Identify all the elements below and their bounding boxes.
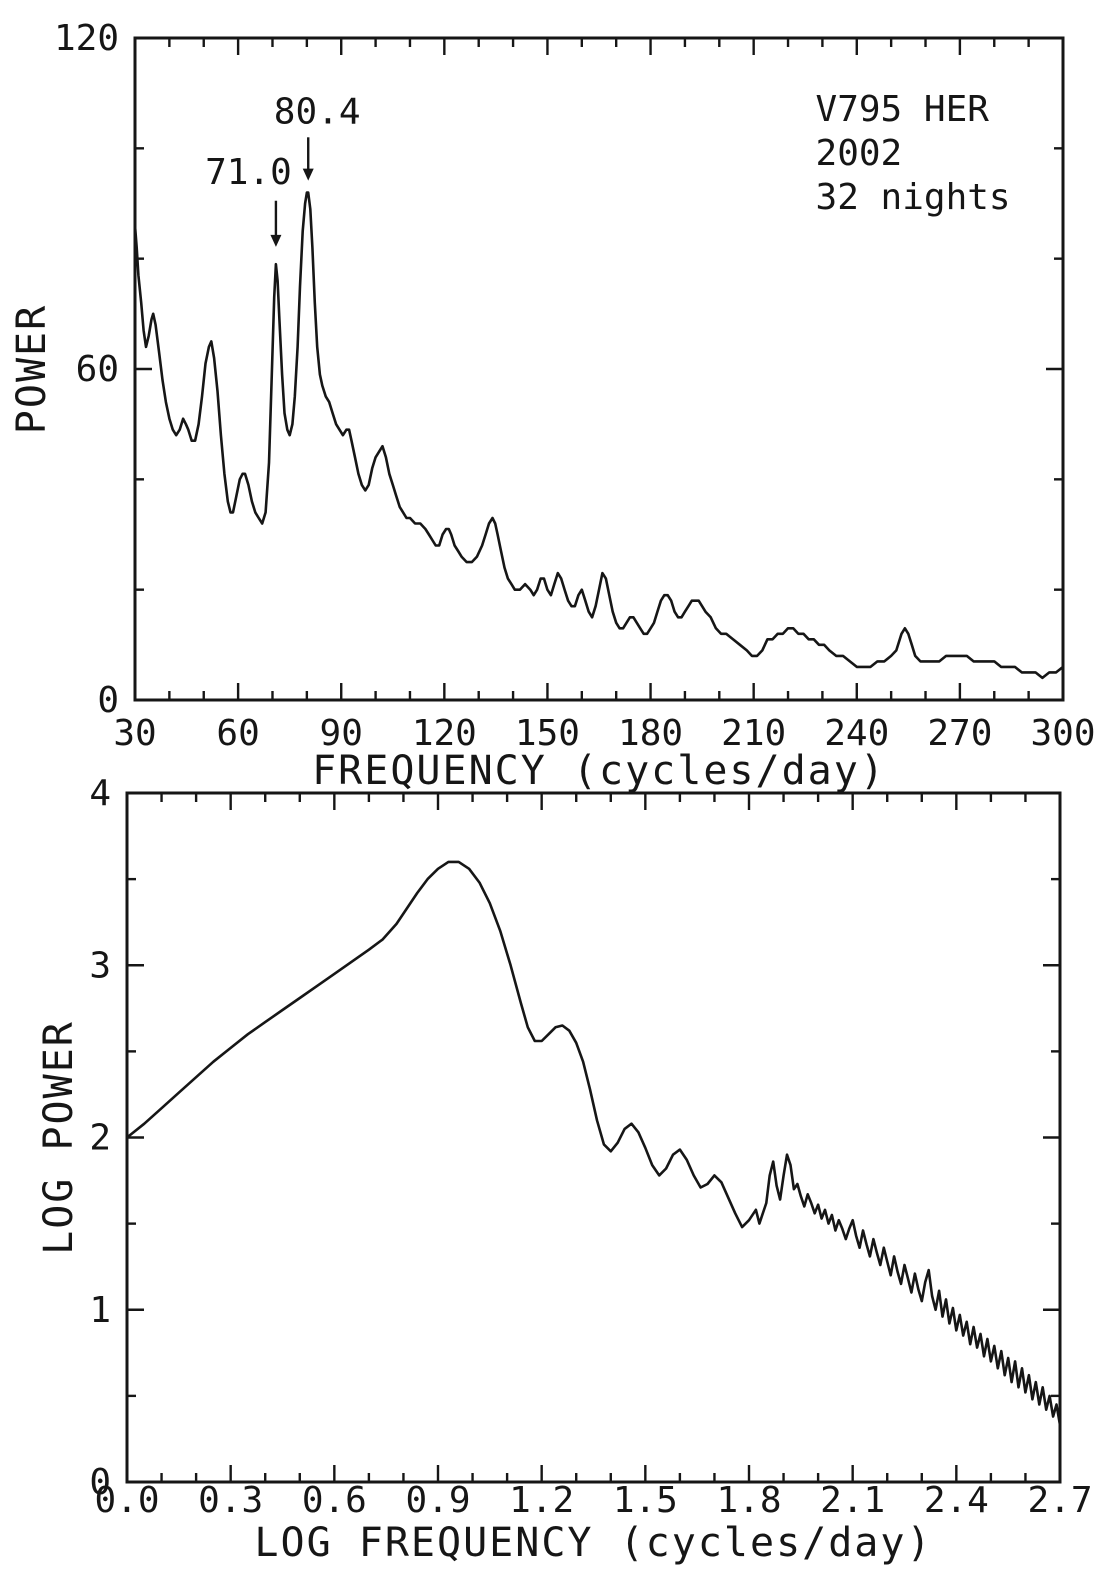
- bottom-x-tick-label: 1.2: [509, 1480, 574, 1521]
- top-x-tick-label: 270: [927, 713, 992, 754]
- top-x-tick-label: 210: [721, 713, 786, 754]
- top-y-tick-label: 0: [97, 680, 119, 721]
- bottom-y-axis-title: LOG POWER: [36, 1020, 82, 1255]
- bottom-y-tick-label: 2: [89, 1118, 111, 1159]
- object-info-line: 32 nights: [816, 177, 1011, 218]
- bottom-x-tick-label: 2.7: [1027, 1480, 1092, 1521]
- top-x-axis-title: FREQUENCY (cycles/day): [312, 748, 886, 794]
- top-y-tick-label: 120: [54, 18, 119, 59]
- bottom-y-tick-label: 1: [89, 1290, 111, 1331]
- peak-arrow-head: [302, 168, 314, 181]
- bottom-x-tick-label: 0.6: [302, 1480, 367, 1521]
- top-x-tick-label: 300: [1030, 713, 1095, 754]
- bottom-x-tick-label: 0.9: [405, 1480, 470, 1521]
- bottom-x-tick-label: 2.1: [820, 1480, 885, 1521]
- top-x-tick-label: 120: [412, 713, 477, 754]
- peak-frequency-label: 80.4: [274, 92, 361, 133]
- bottom-x-tick-label: 1.5: [613, 1480, 678, 1521]
- object-info-line: 2002: [816, 133, 903, 174]
- bottom-spectrum-curve: [125, 860, 1062, 1427]
- bottom-y-tick-label: 3: [89, 945, 111, 986]
- top-x-tick-label: 90: [320, 713, 363, 754]
- top-x-tick-label: 60: [216, 713, 259, 754]
- peak-frequency-label: 71.0: [205, 152, 292, 193]
- top-x-tick-label: 150: [515, 713, 580, 754]
- bottom-y-tick-label: 0: [89, 1462, 111, 1503]
- bottom-x-tick-label: 1.8: [716, 1480, 781, 1521]
- bottom-x-tick-label: 2.4: [924, 1480, 989, 1521]
- bottom-x-tick-label: 0.0: [94, 1480, 159, 1521]
- top-plot-frame: [133, 36, 1065, 702]
- bottom-plot-frame: [125, 791, 1062, 1484]
- top-x-tick-label: 240: [824, 713, 889, 754]
- bottom-x-axis-title: LOG FREQUENCY (cycles/day): [254, 1520, 932, 1566]
- bottom-y-tick-label: 4: [89, 773, 111, 814]
- top-x-tick-label: 30: [113, 713, 156, 754]
- object-info-line: V795 HER: [816, 89, 990, 130]
- top-x-tick-label: 180: [618, 713, 683, 754]
- top-spectrum-curve: [133, 191, 1065, 680]
- top-y-tick-label: 60: [76, 349, 119, 390]
- peak-arrow-head: [270, 234, 282, 247]
- top-y-axis-title: POWER: [9, 304, 55, 434]
- bottom-x-tick-label: 0.3: [198, 1480, 263, 1521]
